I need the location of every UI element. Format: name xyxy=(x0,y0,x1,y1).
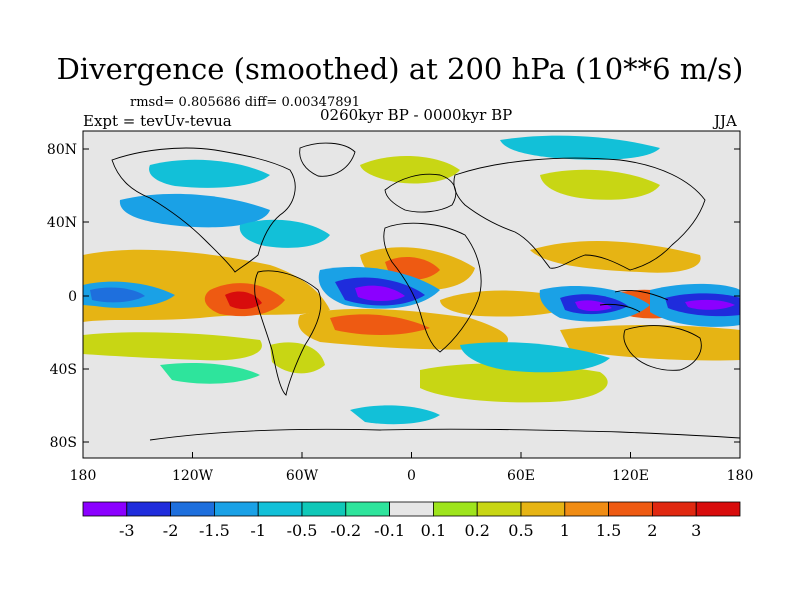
neg-region-siberia xyxy=(500,135,660,160)
coast-greenland xyxy=(299,142,356,177)
x-tick-label: 0 xyxy=(407,468,416,484)
colorbar-swatch xyxy=(345,501,390,517)
neg-region-southeastpac xyxy=(160,363,260,384)
x-tick-label: 60E xyxy=(507,468,535,484)
pos-region-asia xyxy=(540,169,660,200)
y-axis: 80N 40N 0 40S 80S xyxy=(47,142,740,451)
colorbar-label: 0.2 xyxy=(464,521,489,540)
coast-maritime xyxy=(599,289,669,313)
colorbar-swatch xyxy=(695,501,741,517)
colorbar-label: 1.5 xyxy=(596,521,621,540)
colorbar-swatch xyxy=(126,501,172,517)
colorbar-label: -1 xyxy=(250,521,266,540)
neg-region-southindian xyxy=(460,342,610,373)
colorbar-swatch xyxy=(476,501,522,517)
colorbar-swatch xyxy=(389,501,434,517)
neg-region-centralpac-core xyxy=(90,287,145,303)
coast-south-america xyxy=(254,270,322,396)
colorbar-swatch xyxy=(652,501,697,517)
colorbar-swatch xyxy=(170,501,215,517)
colorbar-label: -2 xyxy=(163,521,179,540)
colorbar-label: -0.2 xyxy=(330,521,361,540)
colorbar-label: 2 xyxy=(647,521,657,540)
coast-australia xyxy=(623,325,702,371)
x-tick-label: 180 xyxy=(70,468,97,484)
y-tick-label: 80S xyxy=(50,435,77,451)
y-tick-label: 0 xyxy=(68,289,77,305)
coast-europe xyxy=(384,173,457,213)
map-title: Divergence (smoothed) at 200 hPa (10**6 … xyxy=(56,52,744,86)
colorbar-swatch xyxy=(213,501,259,517)
colorbar: -3 -2 -1.5 -1 -0.5 -0.2 -0.1 0.1 0.2 0.5 1 1.5 2 3 xyxy=(82,501,741,540)
colorbar-swatch xyxy=(564,501,609,517)
colorbar-label: 0.5 xyxy=(508,521,533,540)
pos-region-northatl xyxy=(360,155,460,184)
colorbar-label: -0.5 xyxy=(287,521,318,540)
x-tick-label: 180 xyxy=(727,468,754,484)
x-tick-label: 120W xyxy=(172,468,214,484)
colorbar-label: 1 xyxy=(560,521,570,540)
pos-region-southpac xyxy=(83,332,262,361)
neg-region-atlantic-peak xyxy=(355,285,405,301)
y-tick-label: 80N xyxy=(47,142,77,158)
coast-africa xyxy=(383,222,482,353)
neg-region-antarctic xyxy=(350,405,440,425)
colorbar-swatch xyxy=(520,501,566,517)
season-label: JJA xyxy=(714,112,737,130)
pos-region-southatl-core xyxy=(330,314,430,335)
colorbar-swatch xyxy=(301,501,347,517)
coast-asia xyxy=(453,157,706,271)
pos-region-eastpac-hot xyxy=(225,291,262,310)
colorbar-label: -3 xyxy=(119,521,135,540)
y-tick-label: 40N xyxy=(47,215,77,231)
colorbar-label: -1.5 xyxy=(199,521,230,540)
pos-region-westpac xyxy=(560,325,740,361)
neg-region-indian-peak xyxy=(575,300,612,311)
y-tick-label: 40S xyxy=(50,362,77,378)
colorbar-swatch xyxy=(257,501,303,517)
colorbar-swatch xyxy=(82,501,128,517)
colorbar-label: 0.1 xyxy=(421,521,446,540)
colorbar-label: -0.1 xyxy=(374,521,405,540)
coast-north-america xyxy=(111,147,296,273)
pos-region-southamerica xyxy=(270,342,325,374)
pos-region-eastindian xyxy=(530,240,701,273)
colorbar-label: 3 xyxy=(691,521,701,540)
x-tick-label: 60W xyxy=(286,468,319,484)
period-label: 0260kyr BP - 0000kyr BP xyxy=(320,106,513,124)
neg-region-westpac-peak xyxy=(685,299,735,310)
colorbar-swatch xyxy=(432,501,478,517)
pos-region-southernocean xyxy=(420,363,608,403)
coast-antarctica xyxy=(149,428,740,441)
neg-region-northpac-teal xyxy=(149,159,270,188)
experiment-label: Expt = tevUv-tevua xyxy=(83,112,232,130)
x-tick-label: 120E xyxy=(612,468,649,484)
x-axis: 180 120W 60W 0 60E 120E 180 xyxy=(70,452,754,484)
coastlines xyxy=(111,142,740,441)
contour-field xyxy=(83,131,740,458)
colorbar-swatch xyxy=(608,501,653,517)
rmsd-diff-stats: rmsd= 0.805686 diff= 0.00347891 xyxy=(130,95,361,110)
